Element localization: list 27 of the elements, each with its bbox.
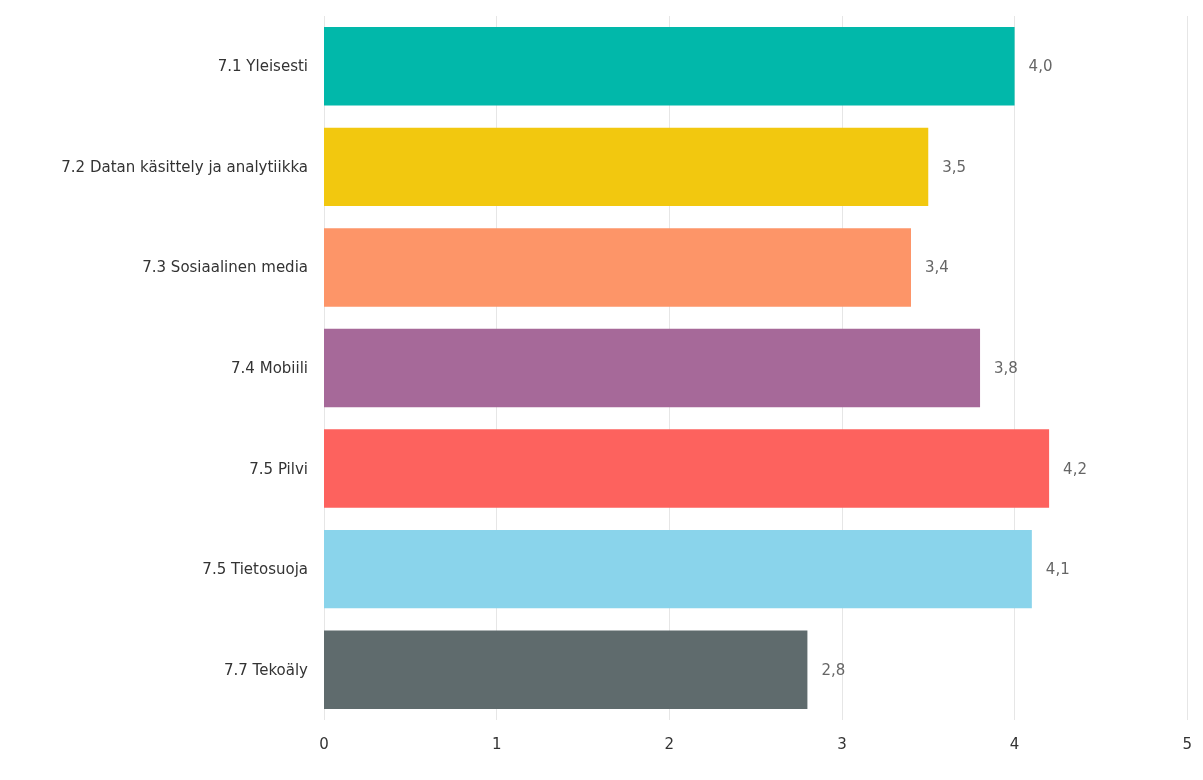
data-label: 3,5 — [942, 157, 967, 176]
y-tick-label: 7.4 Mobiili — [231, 359, 308, 377]
y-tick-label: 7.3 Sosiaalinen media — [142, 258, 308, 277]
data-label: 4,1 — [1045, 560, 1070, 579]
x-tick-label: 1 — [491, 734, 502, 753]
bar — [324, 27, 1015, 106]
data-label: 3,4 — [925, 258, 949, 277]
y-tick-label: 7.5 Tietosuoja — [202, 560, 308, 579]
data-label: 4,2 — [1063, 459, 1087, 478]
data-label: 4,0 — [1028, 57, 1053, 76]
y-tick-label: 7.1 Yleisesti — [217, 57, 308, 76]
data-label: 2,8 — [821, 660, 846, 679]
x-tick-label: 0 — [319, 734, 329, 753]
y-tick-label: 7.2 Datan käsittely ja analytiikka — [61, 157, 308, 176]
bar — [324, 529, 1032, 609]
x-tick-label: 5 — [1182, 734, 1192, 753]
bar — [324, 127, 929, 207]
x-tick-label: 4 — [1009, 734, 1020, 753]
bar — [324, 328, 981, 408]
y-tick-label: 7.7 Tekoäly — [223, 660, 309, 679]
x-tick-label: 3 — [837, 734, 847, 753]
bar — [324, 630, 808, 709]
bar — [324, 228, 911, 307]
data-label: 3,8 — [994, 359, 1018, 377]
y-tick-label: 7.5 Pilvi — [249, 459, 308, 478]
bar — [324, 429, 1050, 508]
x-tick-label: 2 — [664, 734, 675, 753]
